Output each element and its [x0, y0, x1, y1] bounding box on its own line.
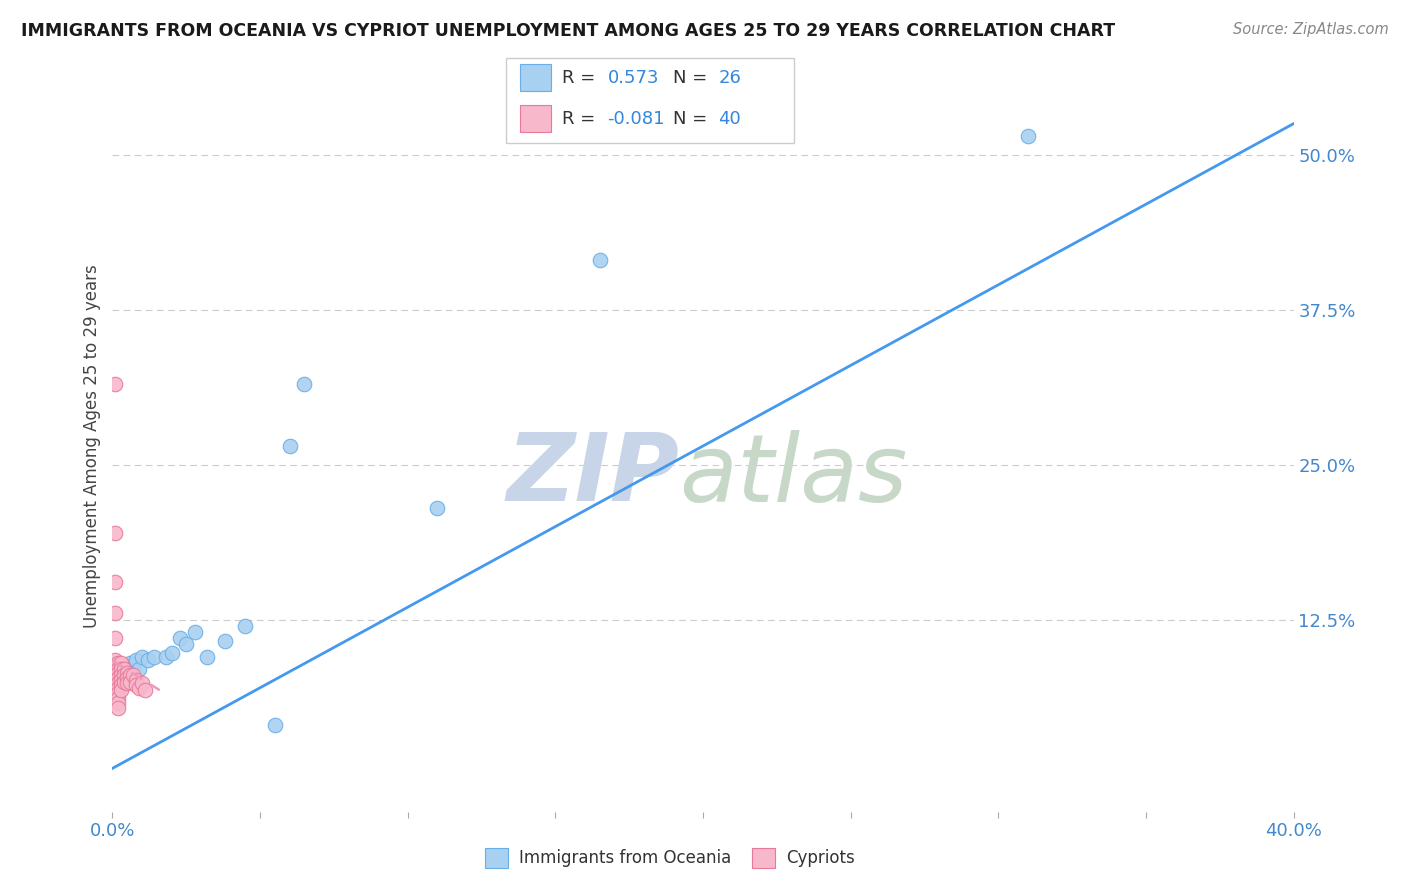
Point [112, 674, 135, 689]
Point [110, 678, 132, 692]
Point [104, 678, 127, 692]
Point [104, 662, 127, 676]
Point [104, 525, 127, 540]
Point [426, 500, 449, 515]
Point [107, 681, 129, 695]
Text: N =: N = [673, 69, 713, 87]
Point [110, 658, 132, 673]
Point [107, 671, 129, 685]
Point [117, 675, 138, 690]
Point [107, 656, 129, 670]
Text: R =: R = [562, 110, 602, 128]
Point [588, 253, 610, 268]
Point [169, 631, 191, 645]
Point [117, 665, 138, 680]
Point [136, 653, 159, 667]
Text: N =: N = [673, 110, 713, 128]
Text: ZIP: ZIP [506, 429, 679, 521]
Point [104, 673, 127, 688]
Text: Source: ZipAtlas.com: Source: ZipAtlas.com [1233, 22, 1389, 37]
Text: -0.081: -0.081 [607, 110, 665, 128]
Point [131, 675, 153, 690]
Point [112, 668, 135, 682]
Point [128, 681, 150, 695]
Point [107, 696, 129, 710]
Point [195, 649, 218, 664]
Text: 0.573: 0.573 [607, 69, 659, 87]
Point [112, 665, 135, 680]
Point [134, 683, 156, 698]
Point [110, 662, 132, 676]
Point [110, 673, 132, 688]
Point [155, 649, 177, 664]
Point [107, 662, 129, 676]
Point [292, 377, 315, 392]
Point [104, 665, 127, 680]
Point [1017, 129, 1039, 144]
Point [110, 656, 132, 670]
Point [233, 619, 256, 633]
Point [125, 678, 148, 692]
Point [107, 690, 129, 705]
Point [104, 631, 127, 645]
Point [112, 662, 135, 676]
Point [214, 633, 236, 648]
Point [104, 653, 127, 667]
Text: Cypriots: Cypriots [786, 849, 855, 867]
Point [122, 658, 145, 673]
Point [264, 718, 287, 732]
Point [107, 700, 129, 714]
Text: R =: R = [562, 69, 602, 87]
Point [110, 668, 132, 682]
Text: IMMIGRANTS FROM OCEANIA VS CYPRIOT UNEMPLOYMENT AMONG AGES 25 TO 29 YEARS CORREL: IMMIGRANTS FROM OCEANIA VS CYPRIOT UNEMP… [21, 22, 1115, 40]
Point [104, 668, 127, 682]
Point [125, 673, 148, 688]
Point [104, 575, 127, 590]
Text: Immigrants from Oceania: Immigrants from Oceania [519, 849, 731, 867]
Point [120, 656, 142, 670]
Point [117, 671, 138, 685]
Point [107, 665, 129, 680]
Point [184, 624, 207, 639]
Point [120, 668, 142, 682]
Point [131, 649, 153, 664]
Point [110, 683, 132, 698]
Point [160, 646, 183, 660]
Y-axis label: Unemployment Among Ages 25 to 29 years: Unemployment Among Ages 25 to 29 years [83, 264, 101, 628]
Point [104, 607, 127, 621]
Point [128, 662, 150, 676]
Point [107, 675, 129, 690]
Point [278, 439, 301, 453]
Point [125, 653, 148, 667]
Point [107, 686, 129, 700]
Point [104, 377, 127, 392]
Text: 26: 26 [718, 69, 741, 87]
Point [122, 668, 145, 682]
Point [107, 671, 129, 685]
Text: atlas: atlas [679, 430, 908, 521]
Point [117, 662, 138, 676]
Point [120, 674, 142, 689]
Point [174, 637, 197, 651]
Text: 40: 40 [718, 110, 741, 128]
Point [142, 649, 165, 664]
